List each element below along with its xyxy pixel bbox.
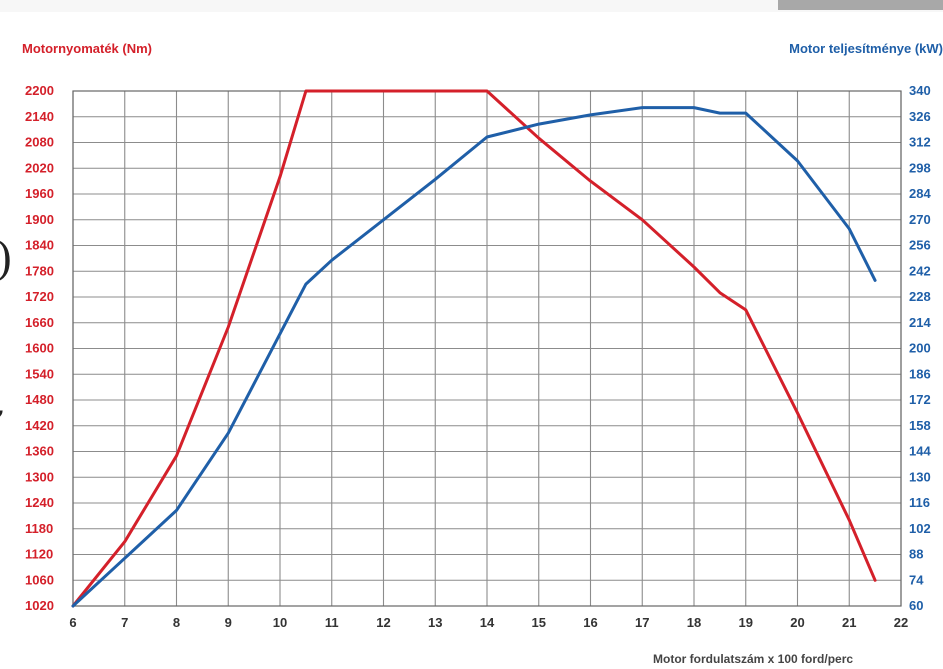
y-right-tick-label: 130: [909, 469, 931, 484]
x-tick-label: 14: [480, 615, 495, 630]
y-right-tick-label: 102: [909, 521, 931, 536]
x-tick-label: 7: [121, 615, 128, 630]
x-tick-label: 8: [173, 615, 180, 630]
x-tick-label: 12: [376, 615, 390, 630]
chart-grid: [72, 90, 902, 607]
y-left-tick-labels: 2200 2140 2080 2020 1960 1900 1840 1780 1720 1660…: [25, 83, 54, 613]
y-left-tick-label: 1060: [25, 572, 54, 587]
y-left-tick-label: 2140: [25, 109, 54, 124]
y-left-tick-label: 1020: [25, 598, 54, 613]
x-tick-label: 13: [428, 615, 442, 630]
corner-tab: [778, 0, 943, 10]
y-left-tick-label: 2080: [25, 135, 54, 150]
y-left-tick-label: 1120: [25, 547, 53, 562]
y-right-tick-label: 284: [909, 186, 931, 201]
y-left-tick-label: 1660: [25, 315, 54, 330]
x-tick-label: 20: [790, 615, 804, 630]
y-right-tick-label: 256: [909, 238, 931, 253]
x-tick-label: 19: [739, 615, 753, 630]
y-right-tick-label: 74: [909, 572, 924, 587]
y-left-tick-label: 1960: [25, 186, 54, 201]
y-left-axis-title: Motornyomaték (Nm): [22, 41, 152, 56]
torque-series-line: [71, 89, 877, 608]
y-right-tick-label: 340: [909, 83, 931, 98]
y-right-tick-label: 326: [909, 109, 931, 124]
y-right-tick-label: 158: [909, 418, 931, 433]
x-axis-title: Motor fordulatszám x 100 ford/perc: [653, 652, 853, 666]
x-tick-label: 11: [325, 615, 339, 630]
y-left-tick-label: 1900: [25, 212, 54, 227]
power-series-line: [71, 106, 877, 608]
y-right-tick-label: 172: [909, 392, 931, 407]
y-right-tick-label: 228: [909, 289, 931, 304]
y-right-tick-label: 186: [909, 366, 931, 381]
x-tick-label: 10: [273, 615, 287, 630]
y-right-axis-title: Motor teljesítménye (kW): [789, 41, 943, 56]
y-right-tick-label: 144: [909, 444, 931, 459]
y-left-tick-label: 2020: [25, 160, 54, 175]
chart-series: [71, 89, 877, 608]
y-right-tick-label: 200: [909, 341, 931, 356]
y-right-tick-label: 116: [909, 495, 930, 510]
y-left-tick-label: 1780: [25, 263, 54, 278]
y-right-tick-label: 298: [909, 160, 931, 175]
y-right-tick-label: 242: [909, 263, 931, 278]
y-left-tick-label: 1240: [25, 495, 54, 510]
x-tick-label: 15: [532, 615, 546, 630]
y-right-tick-label: 312: [909, 135, 931, 150]
y-left-tick-label: 1360: [25, 444, 54, 459]
top-band: [0, 0, 943, 12]
x-tick-label: 6: [69, 615, 76, 630]
y-right-tick-label: 214: [909, 315, 931, 330]
y-left-tick-label: 1540: [25, 366, 54, 381]
x-tick-label: 9: [225, 615, 232, 630]
y-left-tick-label: 1840: [25, 238, 54, 253]
y-left-tick-label: 1720: [25, 289, 54, 304]
y-left-tick-label: 1420: [25, 418, 54, 433]
x-tick-label: 21: [842, 615, 856, 630]
y-left-tick-label: 1600: [25, 341, 54, 356]
y-right-tick-label: 270: [909, 212, 931, 227]
x-tick-label: 17: [635, 615, 649, 630]
cropped-paren-glyph: ): [0, 238, 13, 282]
y-right-tick-labels: 340 326 312 298 284 270 256 242 228 214 200 186 172 1…: [909, 83, 931, 613]
x-tick-labels: 6 7 8 9 10 11 12 13 14 15 16 17 18 19 20 21 22: [69, 615, 908, 630]
y-left-tick-label: 1180: [25, 521, 53, 536]
y-left-tick-label: 2200: [25, 83, 54, 98]
x-tick-label: 18: [687, 615, 701, 630]
x-tick-label: 16: [583, 615, 597, 630]
cropped-paren-glyph-lower: ,: [0, 390, 6, 420]
y-right-tick-label: 60: [909, 598, 923, 613]
y-right-tick-label: 88: [909, 547, 923, 562]
y-left-tick-label: 1300: [25, 469, 54, 484]
y-left-tick-label: 1480: [25, 392, 54, 407]
x-tick-label: 22: [894, 615, 908, 630]
